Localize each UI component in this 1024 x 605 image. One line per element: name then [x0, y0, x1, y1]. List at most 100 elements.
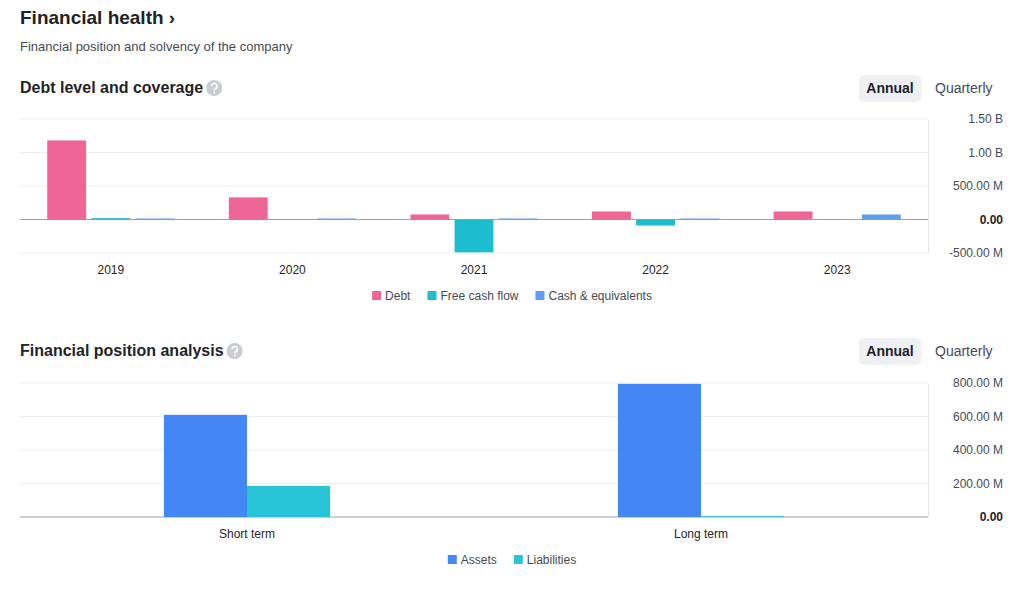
y-tick-label: 200.00 M — [953, 477, 1003, 491]
help-icon[interactable] — [227, 343, 243, 359]
bar — [680, 218, 719, 219]
x-tick-label: 2023 — [824, 263, 851, 277]
bar — [862, 214, 901, 219]
y-tick: 200.00 M — [928, 477, 1003, 491]
help-icon-glyph[interactable] — [232, 346, 237, 353]
chart-title: Debt level and coverage — [20, 79, 203, 96]
legend-item: Free cash flow — [427, 289, 518, 303]
legend-item: Liabilities — [514, 553, 576, 567]
bar — [618, 384, 701, 517]
x-tick: Long term — [674, 517, 728, 541]
grid-line — [20, 450, 928, 451]
x-tick-label: Long term — [674, 527, 728, 541]
toggle-option[interactable]: Annual — [866, 343, 913, 359]
y-tick: 1.50 B — [928, 112, 1003, 126]
x-tick-label: 2019 — [97, 263, 124, 277]
grid-line — [20, 152, 928, 153]
x-axis: Short term Long term — [219, 517, 728, 541]
y-tick-label: 500.00 M — [953, 179, 1003, 193]
help-icon-dot[interactable] — [213, 92, 215, 94]
y-tick: 0.00 — [928, 510, 1003, 524]
y-axis: -500.00 M 0.00 500.00 M 1.00 B 1.50 B — [928, 112, 1003, 260]
y-tick-label: 400.00 M — [953, 443, 1003, 457]
help-icon-dot[interactable] — [234, 355, 236, 357]
bar — [499, 218, 538, 219]
chart: Financial position analysis Annual Quarter… — [20, 338, 1003, 567]
y-tick-label: -500.00 M — [949, 246, 1003, 260]
toggle-active-bg[interactable] — [859, 338, 921, 365]
period-toggle[interactable]: Annual Quarterly — [859, 338, 993, 365]
grid-line — [20, 253, 928, 254]
legend-label: Free cash flow — [440, 289, 518, 303]
y-axis: 0.00 200.00 M 400.00 M 600.00 M 800.00 M — [928, 376, 1003, 524]
x-tick-label: Short term — [219, 527, 275, 541]
help-icon-circle[interactable] — [206, 80, 222, 96]
legend-swatch — [448, 555, 457, 564]
bar — [229, 197, 268, 219]
bar — [247, 486, 330, 517]
period-toggle[interactable]: Annual Quarterly — [859, 75, 993, 102]
legend-swatch — [427, 291, 436, 300]
y-tick-label: 600.00 M — [953, 410, 1003, 424]
page-title[interactable]: Financial health › — [20, 7, 175, 28]
x-tick: 2019 — [97, 253, 124, 277]
grid-line — [20, 186, 928, 187]
y-axis-line — [928, 120, 929, 254]
bar — [47, 140, 86, 219]
x-tick-label: 2021 — [461, 263, 488, 277]
x-tick: 2021 — [461, 253, 488, 277]
y-tick: 800.00 M — [928, 376, 1003, 390]
page-subtitle: Financial position and solvency of the c… — [20, 39, 293, 54]
x-tick: 2023 — [824, 253, 851, 277]
y-axis-line — [928, 384, 929, 518]
legend-item: Debt — [372, 289, 411, 303]
y-tick-label: 0.00 — [980, 213, 1004, 227]
y-tick: 0.00 — [928, 213, 1003, 227]
legend: Debt Free cash flow Cash & equivalents — [372, 289, 652, 303]
y-tick-label: 1.00 B — [968, 146, 1003, 160]
y-tick: 1.00 B — [928, 146, 1003, 160]
legend-label: Liabilities — [527, 553, 576, 567]
legend-item: Assets — [448, 553, 497, 567]
x-tick: Short term — [219, 517, 275, 541]
y-tick-label: 800.00 M — [953, 376, 1003, 390]
bar — [636, 220, 675, 226]
bar — [774, 211, 813, 219]
y-tick-label: 1.50 B — [968, 112, 1003, 126]
y-tick: 500.00 M — [928, 179, 1003, 193]
toggle-option[interactable]: Quarterly — [935, 80, 993, 96]
chart: Debt level and coverage Annual Quarterly -5… — [20, 75, 1003, 303]
bar — [455, 220, 494, 253]
toggle-active-bg[interactable] — [859, 75, 921, 102]
y-tick-label: 0.00 — [980, 510, 1004, 524]
help-icon-glyph[interactable] — [212, 83, 217, 90]
help-icon-circle[interactable] — [227, 343, 243, 359]
bar — [136, 218, 175, 219]
bars — [47, 140, 901, 252]
legend-item: Cash & equivalents — [535, 289, 651, 303]
chart-title: Financial position analysis — [20, 342, 224, 359]
grid-line — [20, 119, 928, 120]
y-tick: 400.00 M — [928, 443, 1003, 457]
grid-line — [20, 416, 928, 417]
bar — [164, 415, 247, 517]
x-tick-label: 2022 — [642, 263, 669, 277]
help-icon[interactable] — [206, 80, 222, 96]
toggle-option[interactable]: Quarterly — [935, 343, 993, 359]
grid-line — [20, 383, 928, 384]
legend-label: Cash & equivalents — [548, 289, 651, 303]
grid — [20, 119, 928, 253]
legend-swatch — [514, 555, 523, 564]
bar — [91, 218, 130, 219]
x-axis: 2019 2020 2021 2022 2023 — [97, 253, 850, 277]
x-tick-label: 2020 — [279, 263, 306, 277]
toggle-option[interactable]: Annual — [866, 80, 913, 96]
bar — [592, 211, 631, 219]
grid-line — [20, 517, 928, 518]
bar — [410, 214, 449, 219]
legend-label: Debt — [385, 289, 411, 303]
page: Financial health › Financial position and… — [0, 0, 1024, 605]
bar — [317, 218, 356, 219]
legend: Assets Liabilities — [448, 553, 576, 567]
x-tick: 2022 — [642, 253, 669, 277]
